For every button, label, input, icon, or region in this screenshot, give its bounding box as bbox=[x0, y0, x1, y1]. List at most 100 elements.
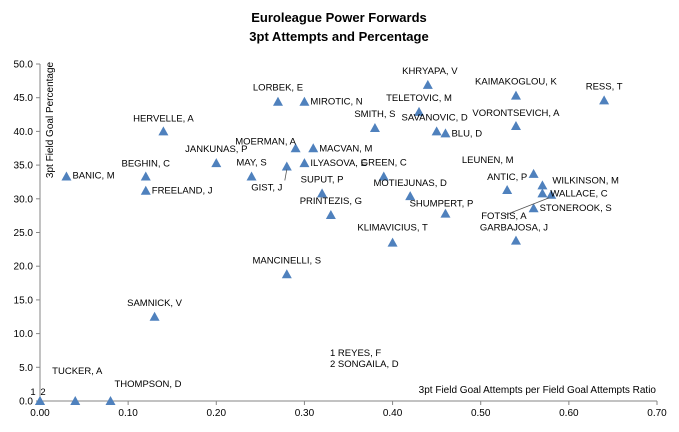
data-point-marker bbox=[61, 171, 72, 181]
x-tick-label: 0.20 bbox=[207, 408, 227, 419]
x-axis-title: 3pt Field Goal Attempts per Field Goal A… bbox=[419, 385, 657, 396]
data-point-label: FREELAND, J bbox=[152, 186, 213, 197]
data-point-label: LORBEK, E bbox=[253, 83, 303, 94]
data-point-label: TUCKER, A bbox=[52, 366, 103, 377]
data-point-label: BEGHIN, C bbox=[121, 159, 170, 170]
data-point-marker bbox=[510, 90, 521, 100]
y-tick-label: 0.0 bbox=[19, 397, 33, 408]
axes: 0.0 5.0 10.0 15.0 20.0 25.0 30.0 35.0 40.0 45.0 50… bbox=[14, 60, 668, 420]
y-tick-label: 15.0 bbox=[14, 295, 34, 306]
data-point-marker bbox=[158, 126, 169, 136]
data-point-label: ANTIC, P bbox=[487, 172, 527, 183]
x-tick-label: 0.10 bbox=[118, 408, 138, 419]
y-tick-label: 25.0 bbox=[14, 228, 34, 239]
data-point-marker bbox=[325, 209, 336, 219]
data-point-label: ILYASOVA, E bbox=[310, 158, 367, 169]
data-point-label: MACVAN, M bbox=[319, 143, 372, 154]
data-point-marker bbox=[149, 311, 160, 321]
data-points bbox=[35, 79, 610, 405]
data-point-label: MANCINELLI, S bbox=[252, 255, 321, 266]
y-tick-label: 20.0 bbox=[14, 262, 34, 273]
y-tick-label: 50.0 bbox=[14, 60, 34, 71]
leader-line bbox=[503, 197, 550, 217]
data-point-label: SUPUT, P bbox=[301, 174, 344, 185]
data-point-marker bbox=[281, 269, 292, 279]
x-tick-label: 0.30 bbox=[295, 408, 315, 419]
footnote-2: 2 SONGAILA, D bbox=[330, 359, 399, 370]
data-point-marker bbox=[510, 121, 521, 131]
data-point-marker bbox=[308, 143, 319, 153]
y-tick-label: 35.0 bbox=[14, 161, 34, 172]
data-point-label: GREEN, C bbox=[361, 158, 407, 169]
data-point-label: LEUNEN, M bbox=[462, 155, 514, 166]
chart-subtitle: 3pt Attempts and Percentage bbox=[249, 29, 428, 44]
data-point-label: GIST, J bbox=[251, 182, 282, 193]
data-point-label: GARBAJOSA, J bbox=[480, 223, 548, 234]
data-point-marker bbox=[528, 168, 539, 178]
y-tick-label: 10.0 bbox=[14, 329, 34, 340]
y-tick-label: 45.0 bbox=[14, 93, 34, 104]
leader-line bbox=[284, 169, 288, 181]
y-tick-label: 5.0 bbox=[19, 363, 33, 374]
data-point-marker bbox=[502, 185, 513, 195]
data-point-marker bbox=[290, 143, 301, 153]
data-point-label: KLIMAVICIUS, T bbox=[357, 223, 428, 234]
data-point-label: SAMNICK, V bbox=[127, 298, 183, 309]
data-point-label: SMITH, S bbox=[354, 109, 395, 120]
data-point-marker bbox=[546, 189, 557, 199]
data-point-label: BANIC, M bbox=[72, 171, 114, 182]
data-point-marker bbox=[211, 158, 222, 168]
data-point-marker bbox=[140, 171, 151, 181]
data-point-marker bbox=[431, 126, 442, 136]
y-tick-label: 40.0 bbox=[14, 127, 34, 138]
data-point-marker bbox=[528, 203, 539, 213]
data-point-marker bbox=[599, 95, 610, 105]
data-point-marker bbox=[281, 161, 292, 171]
data-point-label: BLU, D bbox=[451, 128, 482, 139]
data-point-label: 2 bbox=[40, 387, 45, 398]
data-point-marker bbox=[272, 96, 283, 106]
data-point-label: JANKUNAS, P bbox=[185, 144, 247, 155]
data-point-marker bbox=[35, 396, 45, 405]
data-point-label: MAY, S bbox=[236, 158, 266, 169]
data-point-label: THOMPSON, D bbox=[115, 379, 182, 390]
data-point-label: TELETOVIC, M bbox=[386, 93, 452, 104]
data-point-marker bbox=[140, 185, 151, 195]
data-point-marker bbox=[414, 106, 425, 116]
data-point-label: SAVANOVIC, D bbox=[402, 112, 468, 123]
data-point-label: MIROTIC, N bbox=[310, 97, 362, 108]
footnote-1: 1 REYES, F bbox=[330, 348, 381, 359]
data-point-marker bbox=[378, 171, 389, 181]
data-point-marker bbox=[510, 235, 521, 245]
data-point-label: WALLACE, C bbox=[550, 188, 607, 199]
data-point-marker bbox=[537, 188, 548, 198]
data-point-marker bbox=[369, 123, 380, 133]
data-point-marker bbox=[537, 180, 548, 190]
data-point-label: FOTSIS, A bbox=[481, 211, 527, 222]
y-tick-label: 30.0 bbox=[14, 194, 34, 205]
data-point-marker bbox=[70, 396, 81, 405]
data-point-marker bbox=[299, 96, 310, 106]
data-labels: KHRYAPA, V KAIMAKOGLOU, K RESS, T LORBEK, E… bbox=[30, 66, 622, 398]
data-point-label: RESS, T bbox=[586, 81, 623, 92]
x-tick-label: 0.40 bbox=[383, 408, 403, 419]
data-point-label: 1 bbox=[30, 387, 35, 398]
data-point-label: MOTIEJUNAS, D bbox=[374, 178, 448, 189]
data-point-label: VORONTSEVICH, A bbox=[472, 108, 560, 119]
data-point-marker bbox=[440, 128, 451, 138]
data-point-marker bbox=[387, 237, 398, 247]
data-point-label: WILKINSON, M bbox=[552, 175, 619, 186]
data-point-marker bbox=[246, 171, 257, 181]
data-point-label: PRINTEZIS, G bbox=[300, 196, 362, 207]
data-point-label: KAIMAKOGLOU, K bbox=[475, 77, 557, 88]
data-point-label: STONEROOK, S bbox=[540, 203, 612, 214]
x-tick-label: 0.50 bbox=[471, 408, 491, 419]
data-point-label: HERVELLE, A bbox=[133, 113, 194, 124]
data-point-marker bbox=[440, 208, 451, 218]
data-point-marker bbox=[299, 158, 310, 168]
x-tick-label: 0.00 bbox=[30, 408, 50, 419]
x-tick-label: 0.60 bbox=[559, 408, 579, 419]
data-point-marker bbox=[422, 79, 433, 89]
data-point-label: MOERMAN, A bbox=[235, 136, 296, 147]
